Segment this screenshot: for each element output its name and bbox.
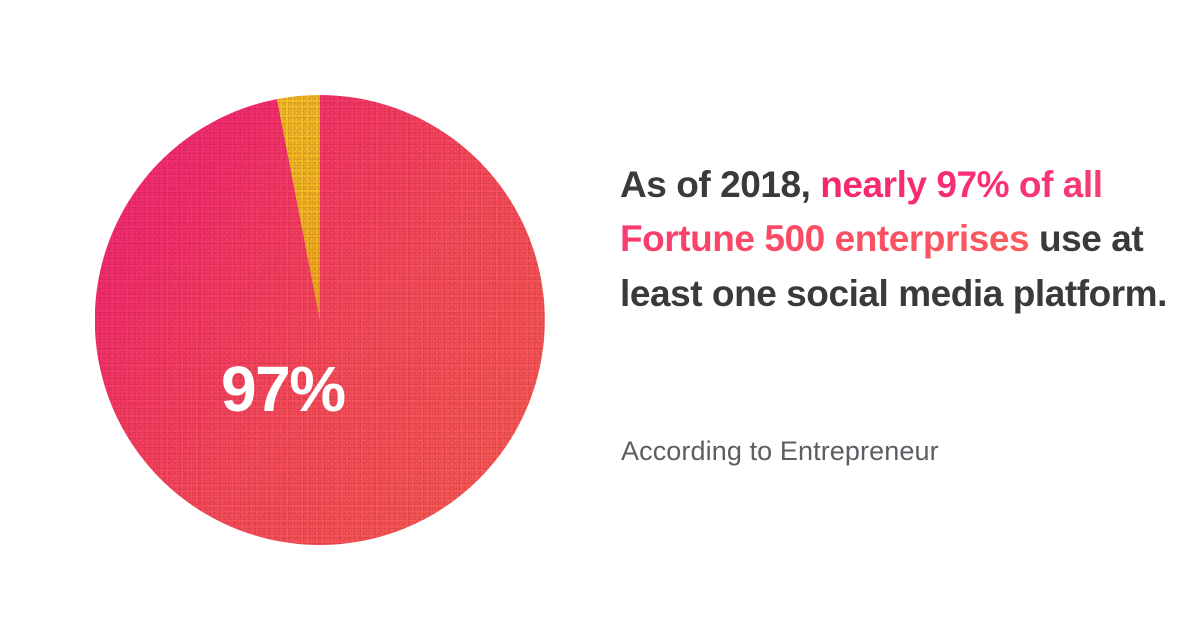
pie-slice-primary [95,95,545,545]
pie-slice-secondary [277,95,320,320]
pie-value-label: 97% [221,353,346,425]
pie-chart-panel: 97% [95,95,545,545]
attribution-text: According to Entrepreneur [621,436,939,466]
headline: As of 2018, nearly 97% of all Fortune 50… [620,158,1172,321]
headline-segment-highlight: nearly 97% of all Fortune 500 enterprise… [620,164,1103,260]
text-panel: As of 2018, nearly 97% of all Fortune 50… [620,0,1180,630]
headline-segment-plain-tail: use at least one social media platform. [620,218,1167,314]
pie-chart: 97% [95,95,545,545]
headline-segment-plain-lead: As of 2018, [620,164,821,205]
pie-chart-svg [95,95,545,545]
